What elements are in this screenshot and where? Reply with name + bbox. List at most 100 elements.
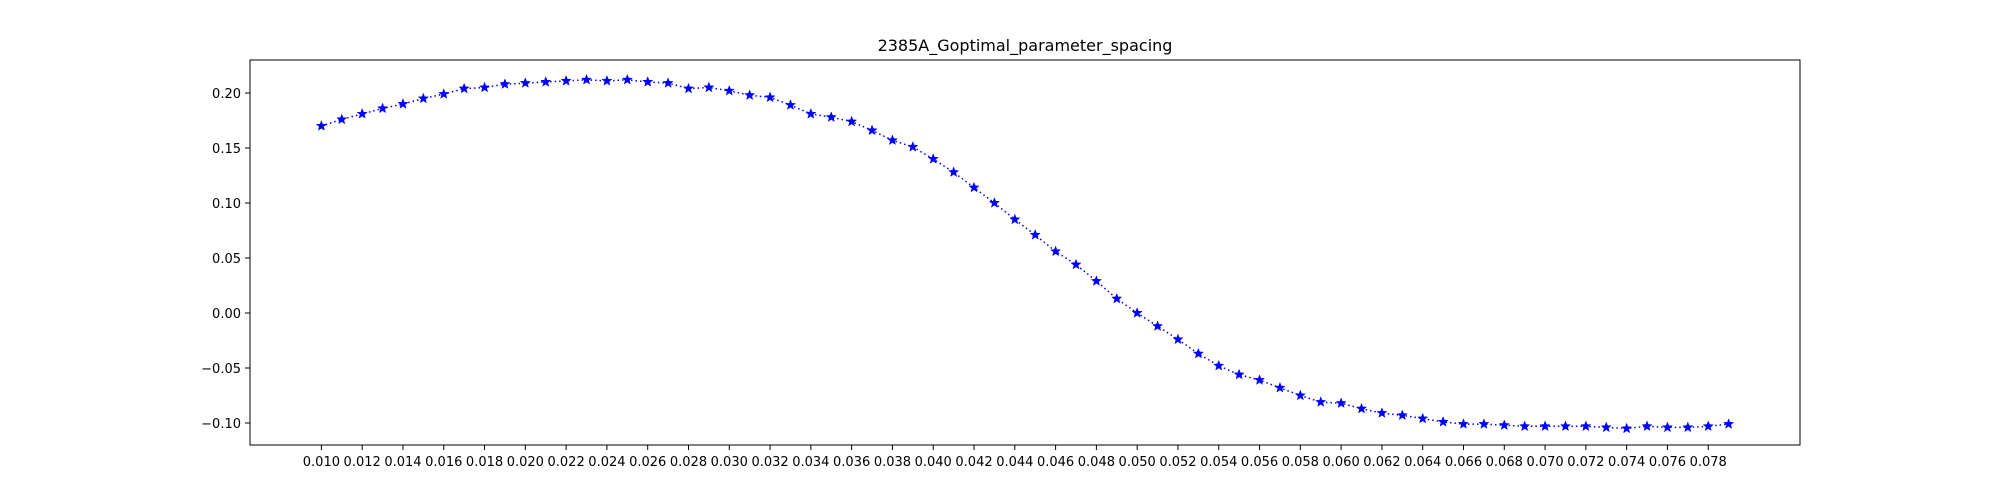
data-point [1498,419,1510,430]
data-point [642,76,654,87]
x-tick-label: 0.048 [1078,455,1115,470]
y-tick-label: 0.05 [212,252,241,267]
data-point [458,82,470,94]
x-tick-label: 0.054 [1200,455,1237,470]
data-point [723,84,735,96]
x-tick-label: 0.068 [1486,455,1523,470]
y-tick-label: 0.20 [212,87,241,102]
data-point [927,153,939,164]
x-tick-label: 0.016 [425,455,462,470]
data-point [968,181,980,193]
data-point [1131,307,1143,318]
x-tick-label: 0.012 [344,455,381,470]
x-tick-label: 0.010 [303,455,340,470]
data-point [1641,420,1653,432]
x-tick-label: 0.038 [874,455,911,470]
chart-title: 2385A_Goptimal_parameter_spacing [878,36,1173,56]
data-point [1009,213,1021,225]
data-point [499,78,511,89]
data-point [336,113,348,125]
x-tick-label: 0.034 [792,455,829,470]
data-point [1682,421,1694,433]
x-tick-label: 0.040 [915,455,952,470]
data-point [764,91,776,103]
x-tick-label: 0.018 [466,455,503,470]
data-point [1111,292,1123,304]
y-tick-label: −0.05 [201,362,241,377]
x-tick-label: 0.058 [1282,455,1319,470]
data-point [621,73,633,85]
data-point [846,115,858,127]
data-point [1519,420,1531,432]
x-tick-label: 0.076 [1649,455,1686,470]
data-point [662,77,674,88]
data-point [1070,258,1082,270]
x-tick-label: 0.022 [548,455,585,470]
data-point [519,77,531,88]
x-tick-label: 0.020 [507,455,544,470]
data-point [1376,407,1388,418]
x-tick-label: 0.060 [1323,455,1360,470]
data-point [988,197,1001,208]
data-point [1049,245,1062,257]
data-point [1253,374,1266,385]
x-tick-label: 0.056 [1241,455,1278,470]
data-point [601,74,613,86]
y-tick-label: 0.15 [212,142,241,157]
x-tick-label: 0.050 [1119,455,1156,470]
data-point [825,111,837,122]
data-point [1559,420,1572,432]
data-point [1355,402,1368,414]
data-point [1396,409,1408,421]
data-point [1600,421,1612,433]
data-point [1315,396,1327,407]
data-point [1539,420,1551,432]
x-tick-label: 0.046 [1037,455,1074,470]
data-point [1478,418,1490,429]
x-tick-label: 0.044 [996,455,1033,470]
data-point [1621,422,1633,434]
data-point [1274,381,1286,393]
x-axis: 0.010 0.012 0.014 0.016 0.018 0.020 0.022 0.024… [303,445,1727,470]
x-tick-label: 0.032 [751,455,788,470]
data-point [580,73,593,85]
data-point [1661,421,1674,433]
series-line [321,79,1729,430]
data-point [1029,228,1041,240]
data-point [1702,420,1714,432]
data-point [886,134,899,146]
x-tick-label: 0.026 [629,455,666,470]
data-point [540,76,552,87]
y-axis: −0.10 −0.05 0.00 0.05 0.10 0.15 0.20 [201,87,250,432]
x-tick-label: 0.036 [833,455,870,470]
data-point [376,102,389,114]
data-point [1090,275,1103,286]
data-point [560,74,572,86]
y-tick-label: 0.10 [212,197,241,212]
x-tick-label: 0.052 [1159,455,1196,470]
data-point [907,140,919,152]
x-tick-label: 0.064 [1404,455,1441,470]
y-tick-label: −0.10 [201,417,241,432]
data-point [1437,415,1449,427]
data-point [438,88,450,99]
x-tick-label: 0.074 [1608,455,1645,470]
data-point [1722,418,1735,429]
data-point [1580,420,1592,432]
x-tick-label: 0.028 [670,455,707,470]
data-point [1151,320,1164,331]
data-point [744,89,756,100]
data-point [805,107,817,119]
data-point [1417,412,1429,424]
data-point [703,81,715,93]
data-point [1172,333,1184,345]
x-tick-label: 0.030 [711,455,748,470]
data-point [1457,418,1470,429]
data-point [1335,397,1347,408]
data-point [947,166,960,177]
data-point [682,82,695,94]
x-tick-label: 0.042 [955,455,992,470]
data-point [866,124,878,136]
data-point [478,81,491,93]
